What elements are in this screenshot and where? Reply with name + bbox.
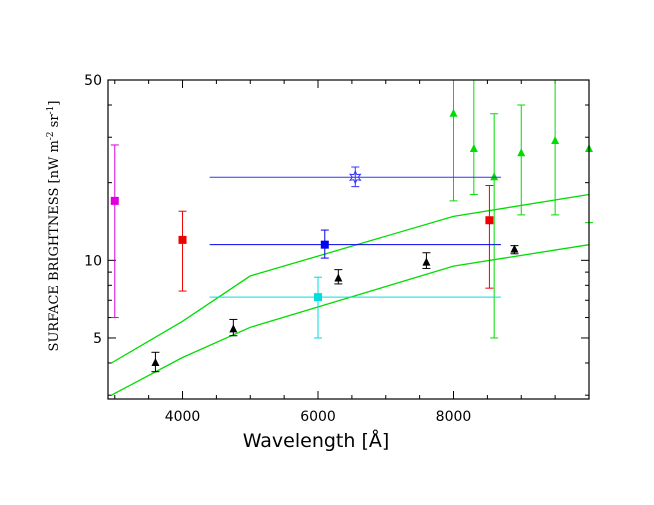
marker-triangle	[517, 148, 526, 157]
y-tick-label: 50	[84, 73, 102, 89]
plot-frame	[107, 79, 590, 400]
model-line	[111, 244, 590, 396]
marker-triangle	[551, 136, 560, 145]
plot-area	[110, 80, 593, 396]
series-blue-star	[209, 166, 501, 188]
series-green-triangles	[449, 80, 593, 339]
marker-star	[349, 169, 362, 185]
marker-triangle	[490, 172, 499, 181]
x-axis-label: Wavelength [Å]	[243, 429, 390, 452]
y-axis-label: SURFACE BRIGHTNESS [nW m-2 sr-1]	[46, 101, 62, 352]
y-tick-label: 10	[84, 253, 102, 269]
x-tick-label: 8000	[436, 409, 472, 425]
series-red	[178, 184, 494, 292]
marker-triangle	[422, 257, 431, 266]
marker-triangle	[229, 324, 238, 333]
marker-square	[178, 235, 187, 244]
marker-triangle	[469, 144, 478, 153]
series-lower-model	[111, 244, 590, 396]
marker-triangle	[334, 273, 343, 282]
model-line	[111, 193, 590, 364]
y-tick-labels: 5 10 50	[84, 73, 102, 347]
x-tick-label: 6000	[300, 409, 336, 425]
x-tick-label: 4000	[165, 409, 201, 425]
marker-square	[320, 240, 329, 249]
marker-square	[314, 293, 323, 302]
series-black-triangles	[151, 244, 519, 373]
marker-triangle	[151, 357, 160, 366]
y-tick-label: 5	[93, 331, 102, 347]
marker-square	[485, 216, 494, 225]
marker-square	[110, 196, 119, 205]
series-cyan	[209, 276, 501, 339]
marker-triangle	[449, 108, 458, 117]
series-blue-square	[209, 229, 501, 259]
series-upper-model	[111, 193, 590, 364]
series-magenta	[110, 144, 119, 319]
marker-triangle	[510, 244, 519, 253]
x-tick-labels: 4000 6000 8000	[165, 409, 472, 425]
